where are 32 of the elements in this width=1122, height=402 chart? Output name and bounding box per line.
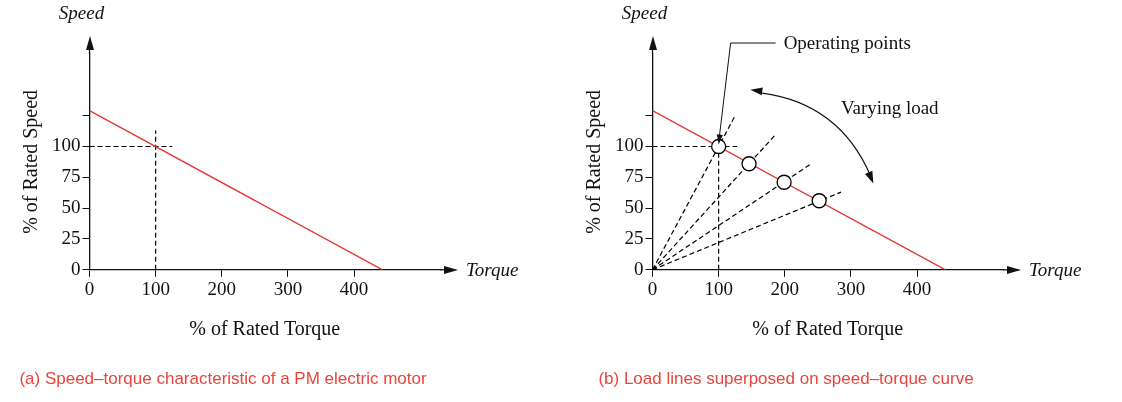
y-tick-label: 50: [624, 196, 644, 218]
text: Torque: [1029, 258, 1082, 280]
y-tick-label: 50: [61, 196, 81, 218]
y-tick-label: 100: [615, 134, 644, 156]
y-tick-label: 100: [52, 134, 81, 156]
x-tick-label: 200: [770, 278, 800, 300]
x-tick-label: 100: [141, 278, 170, 300]
x-tick-label: 300: [273, 278, 303, 300]
annotation: Varying load: [840, 97, 940, 119]
y-tick-label: 25: [624, 226, 644, 248]
y-tick-label: 75: [624, 165, 644, 187]
y-axis-title: % of Rated Speed: [582, 89, 606, 234]
x-axis-title: % of Rated Torque: [189, 316, 341, 340]
y-axis-title: % of Rated Speed: [19, 89, 43, 234]
text: (b) Load lines superposed on speed–torque curve: [598, 369, 974, 389]
text: Speed: [58, 2, 105, 23]
y-tick-label: 0: [71, 257, 81, 279]
y-tick-label: 0: [634, 257, 644, 279]
x-tick-label: 400: [902, 278, 932, 300]
x-tick-label: 300: [836, 278, 866, 300]
y-tick-label: 25: [61, 226, 81, 248]
x-tick-label: 0: [647, 278, 658, 300]
x-tick-label: 0: [84, 278, 95, 300]
x-tick-label: 400: [339, 278, 369, 300]
text: (a) Speed–torque characteristic of a PM electric motor: [19, 369, 427, 389]
text: Speed: [621, 2, 668, 23]
text: Torque: [466, 258, 519, 280]
x-tick-label: 200: [207, 278, 237, 300]
annotation: Operating points: [783, 32, 911, 53]
x-tick-label: 100: [704, 278, 733, 300]
x-axis-title: % of Rated Torque: [752, 316, 904, 340]
y-tick-label: 75: [61, 165, 81, 187]
